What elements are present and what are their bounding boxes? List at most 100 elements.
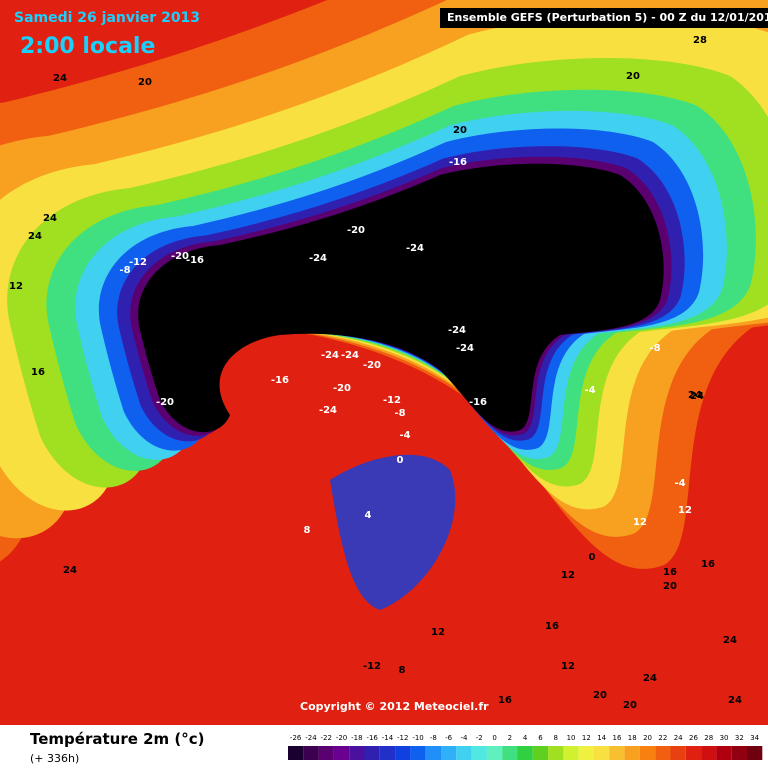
- colorbar-label: 24: [674, 734, 683, 742]
- colorbar-label: -14: [382, 734, 394, 742]
- contour-label: -4: [584, 385, 595, 396]
- contour-label: -24: [319, 405, 337, 416]
- colorbar-swatch: [747, 746, 763, 760]
- contour-label: 0: [397, 455, 404, 466]
- contour-label: 20: [453, 125, 467, 136]
- colorbar-swatch: [456, 746, 472, 760]
- colorbar-swatch: [670, 746, 686, 760]
- colorbar-label: 2: [508, 734, 512, 742]
- contour-label: -16: [449, 157, 467, 168]
- colorbar-swatch: [502, 746, 518, 760]
- colorbar-label: 0: [492, 734, 496, 742]
- colorbar-label: -6: [445, 734, 453, 742]
- contour-label: -16: [271, 375, 289, 386]
- run-info: Ensemble GEFS (Perturbation 5) - 00 Z du…: [447, 11, 768, 24]
- colorbar-label: 22: [658, 734, 667, 742]
- contour-label: -8: [649, 343, 660, 354]
- colorbar-label: 8: [554, 734, 558, 742]
- contour-label: 8: [304, 525, 311, 536]
- colorbar-swatch: [364, 746, 380, 760]
- colorbar-label: -4: [460, 734, 468, 742]
- contour-label: -24: [341, 350, 359, 361]
- contour-label: 12: [431, 627, 445, 638]
- contour-label: -20: [363, 360, 381, 371]
- colorbar-label: 26: [689, 734, 698, 742]
- contour-label: 20: [623, 700, 637, 711]
- colorbar-swatch: [349, 746, 365, 760]
- contour-label: -12: [129, 257, 147, 268]
- colorbar-swatch: [517, 746, 533, 760]
- contour-label: -12: [383, 395, 401, 406]
- colorbar-label: 20: [643, 734, 652, 742]
- temperature-field: [0, 0, 768, 725]
- contour-label: -24: [456, 343, 474, 354]
- colorbar-label: 16: [612, 734, 621, 742]
- colorbar-swatch: [609, 746, 625, 760]
- contour-label: 24: [688, 390, 702, 401]
- field-title: Température 2m (°c): [30, 730, 205, 748]
- colorbar-label: 28: [704, 734, 713, 742]
- colorbar-swatch: [563, 746, 579, 760]
- contour-label: -16: [469, 397, 487, 408]
- contour-label: 20: [663, 581, 677, 592]
- contour-label: 8: [399, 665, 406, 676]
- colorbar-label: -22: [321, 734, 332, 742]
- colorbar-swatch: [486, 746, 503, 760]
- colorbar-swatch: [441, 746, 457, 760]
- contour-label: -24: [309, 253, 327, 264]
- contour-label: 0: [589, 552, 596, 563]
- colorbar-swatch: [532, 746, 549, 760]
- contour-label: 12: [561, 570, 575, 581]
- contour-label: 24: [690, 391, 704, 402]
- colorbar-swatch: [333, 746, 350, 760]
- contour-label: 16: [31, 367, 45, 378]
- colorbar-swatch: [410, 746, 426, 760]
- colorbar-swatch: [731, 746, 747, 760]
- contour-label: 20: [593, 690, 607, 701]
- contour-label: 24: [723, 635, 737, 646]
- colorbar-label: -18: [351, 734, 362, 742]
- contour-label: 24: [53, 73, 67, 84]
- colorbar-swatch: [655, 746, 671, 760]
- contour-label: -20: [347, 225, 365, 236]
- colorbar-label: -26: [290, 734, 302, 742]
- run-box: [440, 8, 768, 28]
- colorbar-swatch: [624, 746, 640, 760]
- contour-label: 24: [63, 565, 77, 576]
- colorbar-swatch: [639, 746, 656, 760]
- colorbar-label: -2: [476, 734, 483, 742]
- local-time: 2:00 locale: [20, 34, 155, 59]
- colorbar-swatch: [288, 746, 304, 760]
- contour-label: 16: [701, 559, 715, 570]
- colorbar-label: 18: [628, 734, 637, 742]
- contour-label: -24: [321, 350, 339, 361]
- colorbar-label: -24: [305, 734, 317, 742]
- contour-label: -20: [171, 251, 189, 262]
- contour-label: -4: [674, 478, 685, 489]
- colorbar-label: 34: [750, 734, 759, 742]
- colorbar-label: -8: [430, 734, 437, 742]
- colorbar-swatch: [594, 746, 610, 760]
- colorbar-swatch: [425, 746, 441, 760]
- contour-label: -4: [399, 430, 410, 441]
- contour-label: 24: [728, 695, 742, 706]
- contour-label: -12: [363, 661, 381, 672]
- colorbar-label: 12: [582, 734, 591, 742]
- contour-label: 12: [678, 505, 692, 516]
- contour-label: 24: [643, 673, 657, 684]
- contour-label: 16: [545, 621, 559, 632]
- contour-label: 12: [561, 661, 575, 672]
- colorbar-swatch: [303, 746, 319, 760]
- contour-label: -20: [333, 383, 351, 394]
- colorbar-label: -20: [336, 734, 347, 742]
- contour-label: 28: [693, 35, 707, 46]
- colorbar-swatch: [716, 746, 732, 760]
- colorbar-label: 10: [567, 734, 576, 742]
- contour-label: -16: [186, 255, 204, 266]
- colorbar-swatch: [318, 746, 334, 760]
- colorbar-label: 32: [735, 734, 744, 742]
- contour-label: 12: [9, 281, 23, 292]
